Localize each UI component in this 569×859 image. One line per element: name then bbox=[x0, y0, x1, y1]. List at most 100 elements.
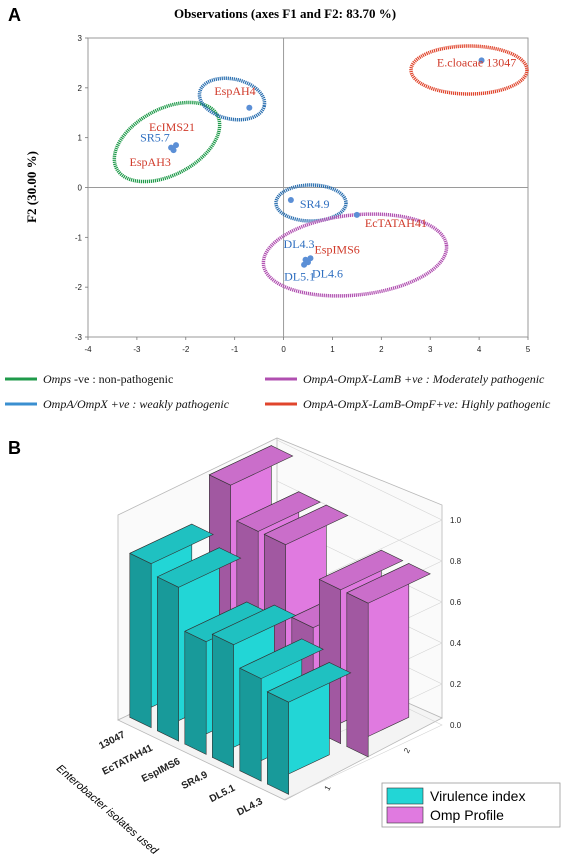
x-tick-label: 0 bbox=[281, 345, 286, 354]
point-label: SR5.7 bbox=[140, 131, 170, 145]
bar-face-top bbox=[318, 549, 404, 591]
bar-face-front bbox=[157, 576, 179, 742]
bar-face-top bbox=[263, 504, 349, 546]
x-tick-label: 1 bbox=[330, 345, 335, 354]
category-label: SR4.9 bbox=[180, 769, 210, 792]
legend-label-prefix: OmpA-OmpX-LamB-OmpF bbox=[303, 397, 436, 411]
legend-label-rest: +ve: Highly pathogenic bbox=[436, 397, 551, 411]
bar-face-top bbox=[236, 491, 321, 532]
bar-face-top bbox=[208, 445, 294, 486]
x-tick-label: 2 bbox=[379, 345, 384, 354]
legend-label-prefix: Omps bbox=[43, 372, 71, 386]
y-tick-label: -1 bbox=[75, 233, 83, 242]
z-tick-label: 0.0 bbox=[450, 721, 462, 730]
legend-label-prefix: OmpA/OmpX bbox=[43, 397, 108, 411]
group-ellipses bbox=[112, 44, 529, 298]
bar-face-front bbox=[212, 633, 234, 769]
x-tick-label: -4 bbox=[84, 345, 92, 354]
x-tick-label: 3 bbox=[428, 345, 433, 354]
y-tick-label: -2 bbox=[75, 283, 83, 292]
point-label: EspIMS6 bbox=[314, 242, 359, 256]
scatter-title: Observations (axes F1 and F2: 83.70 %) bbox=[174, 6, 396, 21]
category-label: EspIMS6 bbox=[140, 756, 183, 785]
bar-face-front bbox=[239, 667, 262, 782]
bar3d-bar bbox=[346, 563, 431, 758]
x-tick-label: -1 bbox=[231, 345, 239, 354]
z-tick-label: 1.0 bbox=[450, 516, 462, 525]
bar-face-top bbox=[266, 662, 352, 703]
scatter-point bbox=[170, 147, 177, 154]
z-gridline bbox=[276, 439, 443, 596]
y-tick-label: 0 bbox=[78, 184, 83, 193]
bar3d-bar bbox=[266, 662, 352, 795]
z-tick-label: 0.2 bbox=[450, 680, 462, 689]
scatter-point bbox=[287, 196, 294, 203]
legend-label: Omps -ve : non-pathogenic bbox=[43, 372, 173, 386]
legend-label-prefix: OmpA-OmpX-LamB bbox=[303, 372, 402, 386]
legend-label-virulence: Virulence index bbox=[430, 788, 525, 804]
y-tick-label: 3 bbox=[78, 34, 83, 43]
legend-label-rest: +ve : weakly pathogenic bbox=[108, 397, 230, 411]
bar3d-bars bbox=[129, 445, 431, 795]
bar3d-z-ticks: 0.0 0.2 0.4 0.6 0.8 1.0 bbox=[450, 516, 462, 730]
bar3d-depth-ticks: 12 bbox=[323, 746, 413, 792]
point-label: EspAH3 bbox=[130, 155, 171, 169]
x-tick-label: 5 bbox=[526, 345, 531, 354]
bar-face-top bbox=[156, 547, 242, 588]
bar-face-top bbox=[346, 563, 431, 604]
z-tick-label: 0.4 bbox=[450, 639, 462, 648]
bar3d-legend: Virulence index Omp Profile bbox=[381, 782, 561, 828]
ellipse-weakly-pathogenic-upper bbox=[197, 76, 267, 122]
x-tick-label: 4 bbox=[477, 345, 482, 354]
z-tick-label: 0.8 bbox=[450, 557, 462, 566]
scatter-points bbox=[168, 57, 485, 268]
ellipse-moderately-pathogenic bbox=[261, 212, 449, 298]
scatter-legend: Omps -ve : non-pathogenic OmpA/OmpX +ve :… bbox=[5, 372, 551, 411]
point-label: DL4.6 bbox=[312, 266, 343, 280]
legend-label: OmpA/OmpX +ve : weakly pathogenic bbox=[43, 397, 230, 411]
point-label: E.cloacae 13047 bbox=[437, 55, 516, 69]
scatter-point bbox=[353, 211, 360, 218]
legend-label-omp: Omp Profile bbox=[430, 807, 504, 823]
panel-b-letter: B bbox=[8, 438, 21, 458]
legend-swatch-virulence bbox=[386, 787, 424, 805]
bar-face-front bbox=[346, 592, 369, 758]
category-label: DL5.1 bbox=[208, 783, 238, 805]
scatter-y-axis-label: F2 (30.00 %) bbox=[24, 151, 39, 223]
y-tick-label: -3 bbox=[75, 333, 83, 342]
legend-label-rest: +ve : Moderately pathogenic bbox=[401, 372, 545, 386]
x-tick-label: -2 bbox=[182, 345, 190, 354]
bar-face-top bbox=[211, 604, 297, 646]
point-label: EcIMS21 bbox=[149, 120, 195, 134]
scatter-point bbox=[173, 142, 179, 149]
point-label: EcTATAH41 bbox=[365, 216, 427, 230]
ellipse-weakly-pathogenic-lower bbox=[274, 183, 348, 223]
x-tick-label: -3 bbox=[133, 345, 141, 354]
category-label: DL4.3 bbox=[235, 796, 265, 818]
scatter-point bbox=[478, 57, 485, 64]
category-label: 13047 bbox=[97, 729, 127, 752]
legend-label: OmpA-OmpX-LamB +ve : Moderately pathogen… bbox=[303, 372, 545, 386]
legend-label-rest: -ve : non-pathogenic bbox=[71, 372, 173, 386]
scatter-zero-axes bbox=[88, 38, 528, 337]
depth-tick-label: 2 bbox=[402, 746, 412, 755]
depth-tick-label: 1 bbox=[323, 784, 333, 793]
z-tick-label: 0.6 bbox=[450, 598, 462, 607]
y-tick-label: 1 bbox=[78, 134, 83, 143]
legend-swatch-omp bbox=[386, 806, 424, 824]
bar-face-front bbox=[266, 691, 290, 795]
y-tick-label: 2 bbox=[78, 84, 83, 93]
point-label: DL5.1 bbox=[284, 270, 315, 284]
point-label: EspAH4 bbox=[214, 84, 255, 98]
ellipse-highly-pathogenic bbox=[409, 44, 529, 96]
point-label: DL4.3 bbox=[284, 237, 315, 251]
bar-face-top bbox=[239, 638, 324, 679]
bar-face-front bbox=[184, 630, 207, 755]
panel-a-letter: A bbox=[8, 5, 21, 25]
scatter-point bbox=[246, 104, 253, 111]
bar-face-top bbox=[129, 523, 214, 565]
scatter-point bbox=[301, 261, 308, 268]
